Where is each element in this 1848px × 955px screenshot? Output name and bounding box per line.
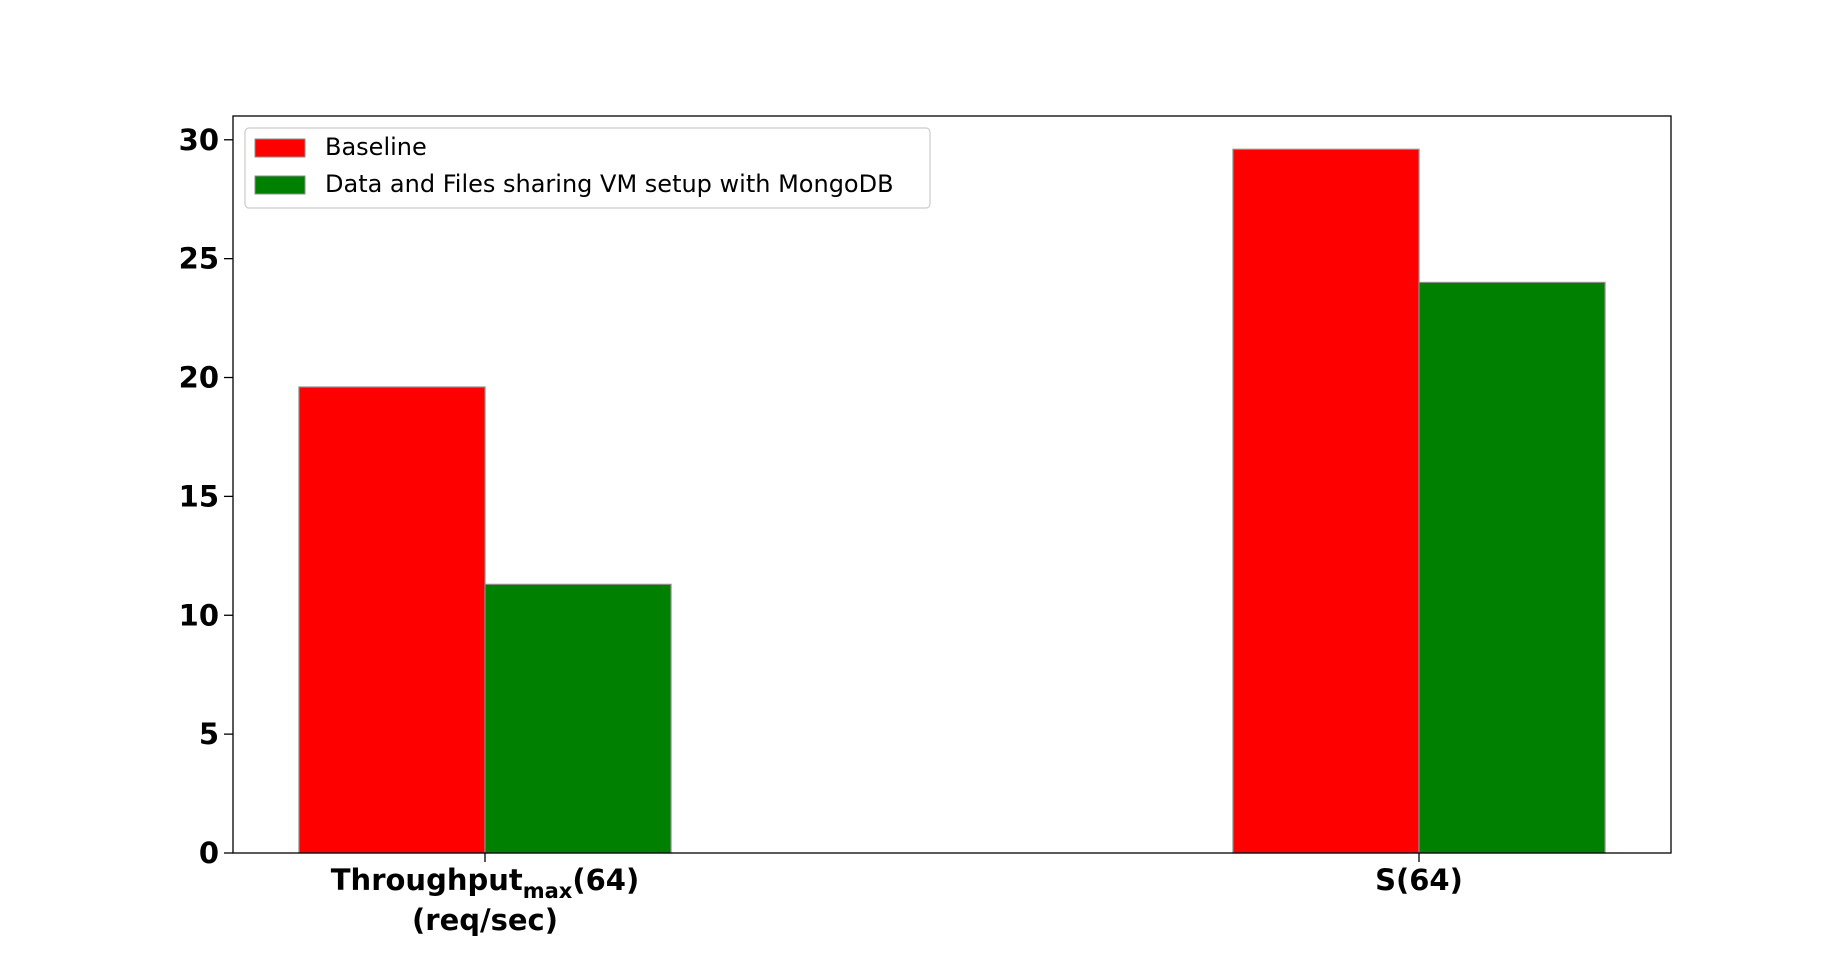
legend-label: Data and Files sharing VM setup with Mon… bbox=[325, 170, 894, 198]
legend-swatch bbox=[254, 138, 306, 158]
bars-group bbox=[298, 148, 1606, 854]
legend-swatch bbox=[254, 175, 306, 195]
bar-baseline-0 bbox=[298, 386, 486, 854]
legend-box bbox=[244, 127, 931, 209]
y-tick-label: 5 bbox=[199, 717, 219, 751]
x-axis: Throughputmax(64)(req/sec) S(64) bbox=[331, 853, 1463, 937]
legend-label: Baseline bbox=[325, 133, 427, 161]
y-tick-label: 20 bbox=[179, 361, 219, 395]
x-tick-label-line2: (req/sec) bbox=[412, 903, 558, 937]
legend: Baseline Data and Files sharing VM setup … bbox=[244, 127, 931, 209]
y-tick-label: 25 bbox=[179, 242, 219, 276]
y-axis: 0 5 10 15 20 25 30 bbox=[179, 123, 233, 870]
x-tick-label: S(64) bbox=[1375, 863, 1463, 897]
y-tick-label: 15 bbox=[179, 479, 219, 513]
y-tick-label: 10 bbox=[179, 598, 219, 632]
bar-shared-vm-1 bbox=[1418, 281, 1606, 854]
x-tick-label: Throughputmax(64) bbox=[331, 863, 639, 903]
y-tick-label: 30 bbox=[179, 123, 219, 157]
y-tick-label: 0 bbox=[199, 836, 219, 870]
plot-frame bbox=[232, 115, 1672, 854]
bar-baseline-1 bbox=[1232, 148, 1420, 854]
bar-shared-vm-0 bbox=[484, 583, 672, 854]
